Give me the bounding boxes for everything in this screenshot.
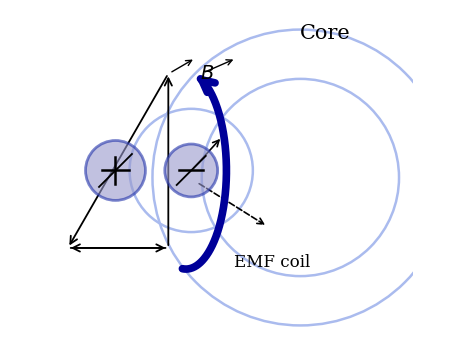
Text: $B$: $B$ [200, 64, 214, 83]
Text: Core: Core [300, 23, 350, 43]
Circle shape [165, 144, 218, 197]
Text: EMF coil: EMF coil [234, 253, 310, 271]
Circle shape [85, 141, 146, 200]
